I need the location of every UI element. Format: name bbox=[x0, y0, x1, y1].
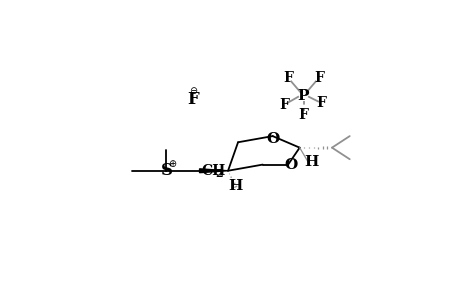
Text: CH: CH bbox=[202, 164, 226, 178]
Text: F: F bbox=[313, 71, 323, 85]
Text: F: F bbox=[298, 107, 308, 122]
Text: 2: 2 bbox=[215, 168, 223, 179]
Text: F: F bbox=[316, 96, 325, 110]
Polygon shape bbox=[199, 169, 228, 173]
Text: P: P bbox=[297, 89, 308, 103]
Text: H: H bbox=[228, 179, 242, 193]
Text: F: F bbox=[279, 98, 289, 112]
Text: ⊕: ⊕ bbox=[168, 159, 176, 169]
Text: O: O bbox=[265, 132, 279, 146]
Text: ⊖: ⊖ bbox=[189, 86, 197, 96]
Text: S: S bbox=[160, 162, 172, 179]
Text: F: F bbox=[187, 92, 199, 108]
Text: F: F bbox=[283, 71, 292, 85]
Text: H: H bbox=[304, 154, 319, 169]
Text: O: O bbox=[284, 158, 297, 172]
